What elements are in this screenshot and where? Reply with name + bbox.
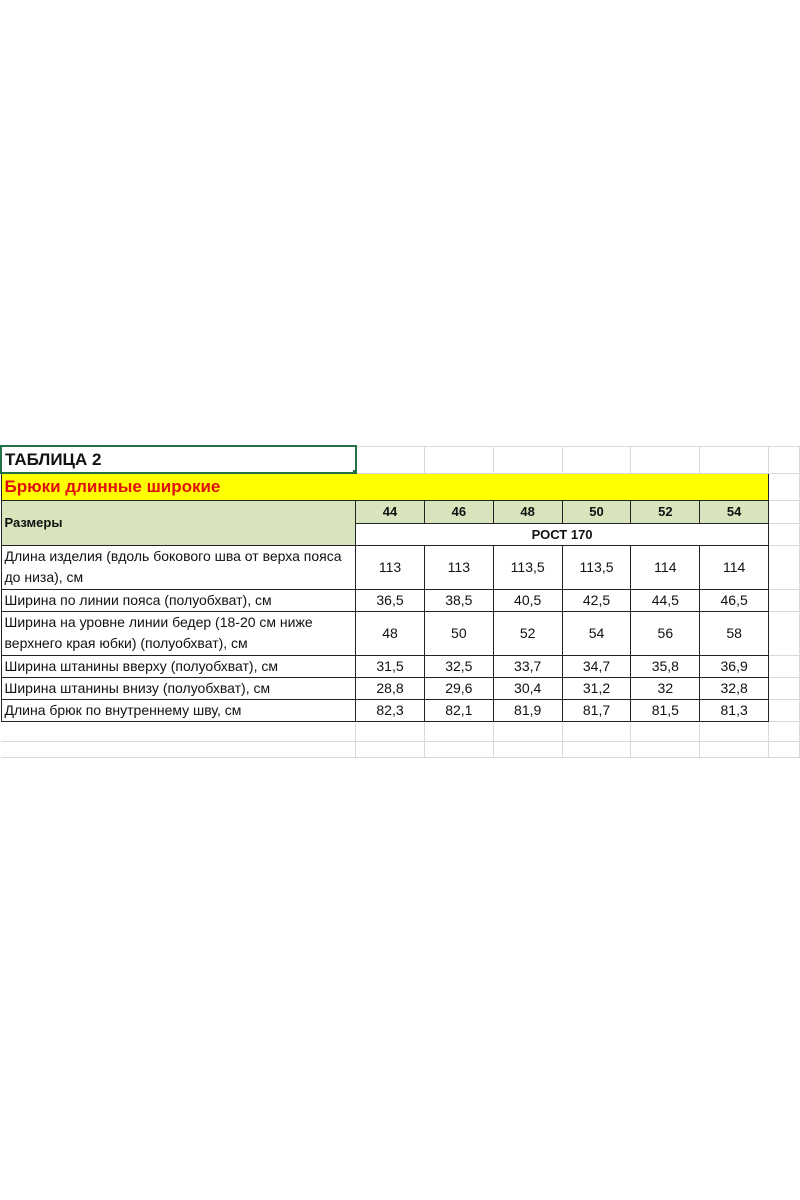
empty-cell[interactable] bbox=[699, 740, 770, 758]
empty-cell[interactable] bbox=[562, 740, 632, 758]
empty-cell[interactable] bbox=[768, 445, 800, 474]
value-cell[interactable]: 82,3 bbox=[355, 698, 425, 722]
value-cell[interactable]: 113 bbox=[355, 544, 425, 590]
empty-cell[interactable] bbox=[768, 544, 800, 590]
value-cell[interactable]: 34,7 bbox=[561, 654, 632, 678]
empty-cell[interactable] bbox=[699, 720, 770, 742]
value-cell[interactable]: 33,7 bbox=[492, 654, 563, 678]
value-cell[interactable]: 81,9 bbox=[492, 698, 563, 722]
value-cell[interactable]: 40,5 bbox=[492, 588, 563, 612]
table-row: Ширина на уровне линии бедер (18-20 см н… bbox=[0, 610, 800, 656]
value-cell[interactable]: 44,5 bbox=[630, 588, 701, 612]
value-cell[interactable]: 35,8 bbox=[630, 654, 701, 678]
table-row: Ширина штанины внизу (полуобхват), см 28,… bbox=[0, 676, 800, 700]
row-label[interactable]: Ширина на уровне линии бедер (18-20 см н… bbox=[0, 610, 357, 656]
empty-cell[interactable] bbox=[768, 698, 800, 722]
empty-cell[interactable] bbox=[492, 445, 563, 474]
value-cell[interactable]: 32,8 bbox=[699, 676, 770, 700]
table-row: Ширина по линии пояса (полуобхват), см 36… bbox=[0, 588, 800, 612]
value-cell[interactable]: 114 bbox=[630, 544, 701, 590]
value-cell[interactable]: 42,5 bbox=[561, 588, 632, 612]
size-header-54[interactable]: 54 bbox=[699, 499, 770, 524]
value-cell[interactable]: 114 bbox=[699, 544, 770, 590]
row-label[interactable]: Ширина по линии пояса (полуобхват), см bbox=[0, 588, 357, 612]
spreadsheet-table: ТАБЛИЦА 2 Брюки длинные широкие Размеры … bbox=[0, 445, 800, 758]
empty-cell[interactable] bbox=[493, 740, 563, 758]
fill-handle[interactable] bbox=[351, 469, 354, 471]
value-cell[interactable]: 36,5 bbox=[355, 588, 425, 612]
empty-cell[interactable] bbox=[355, 445, 425, 474]
value-cell[interactable]: 82,1 bbox=[423, 698, 494, 722]
empty-cell[interactable] bbox=[768, 676, 800, 700]
empty-cell[interactable] bbox=[768, 610, 800, 656]
table-row: Ширина штанины вверху (полуобхват), см 31… bbox=[0, 654, 800, 678]
table-title: ТАБЛИЦА 2 bbox=[5, 450, 102, 469]
sizes-label-cell[interactable]: Размеры bbox=[0, 499, 357, 546]
empty-cell[interactable] bbox=[699, 445, 770, 474]
empty-cell[interactable] bbox=[768, 522, 800, 546]
value-cell[interactable]: 50 bbox=[423, 610, 494, 656]
table-title-cell[interactable]: ТАБЛИЦА 2 bbox=[0, 445, 357, 474]
value-cell[interactable]: 52 bbox=[492, 610, 563, 656]
size-header-52[interactable]: 52 bbox=[630, 499, 701, 524]
value-cell[interactable]: 81,5 bbox=[630, 698, 701, 722]
table-row: Длина брюк по внутреннему шву, см 82,3 82,… bbox=[0, 698, 800, 722]
value-cell[interactable]: 56 bbox=[630, 610, 701, 656]
empty-cell[interactable] bbox=[355, 740, 425, 758]
empty-row bbox=[1, 720, 800, 742]
value-cell[interactable]: 81,3 bbox=[699, 698, 770, 722]
empty-cell[interactable] bbox=[424, 740, 494, 758]
size-header-44[interactable]: 44 bbox=[355, 499, 425, 524]
empty-cell[interactable] bbox=[630, 740, 701, 758]
empty-cell[interactable] bbox=[768, 720, 800, 742]
empty-cell[interactable] bbox=[630, 445, 701, 474]
size-header-46[interactable]: 46 bbox=[423, 499, 494, 524]
empty-cell[interactable] bbox=[630, 720, 701, 742]
value-cell[interactable]: 32 bbox=[630, 676, 701, 700]
empty-cell[interactable] bbox=[355, 720, 425, 742]
empty-cell[interactable] bbox=[1, 740, 357, 758]
value-cell[interactable]: 31,5 bbox=[355, 654, 425, 678]
empty-cell[interactable] bbox=[768, 740, 800, 758]
table-row: Длина изделия (вдоль бокового шва от вер… bbox=[0, 544, 800, 590]
value-cell[interactable]: 31,2 bbox=[561, 676, 632, 700]
size-header-48[interactable]: 48 bbox=[492, 499, 563, 524]
value-cell[interactable]: 81,7 bbox=[561, 698, 632, 722]
value-cell[interactable]: 58 bbox=[699, 610, 770, 656]
row-label[interactable]: Длина брюк по внутреннему шву, см bbox=[0, 698, 357, 722]
empty-cell[interactable] bbox=[424, 720, 494, 742]
value-cell[interactable]: 38,5 bbox=[423, 588, 494, 612]
value-cell[interactable]: 46,5 bbox=[699, 588, 770, 612]
empty-cell[interactable] bbox=[561, 445, 632, 474]
empty-cell[interactable] bbox=[768, 654, 800, 678]
value-cell[interactable]: 113,5 bbox=[492, 544, 563, 590]
size-header-50[interactable]: 50 bbox=[561, 499, 632, 524]
empty-cell[interactable] bbox=[768, 499, 800, 524]
value-cell[interactable]: 54 bbox=[561, 610, 632, 656]
empty-cell[interactable] bbox=[493, 720, 563, 742]
value-cell[interactable]: 48 bbox=[355, 610, 425, 656]
row-label[interactable]: Ширина штанины внизу (полуобхват), см bbox=[0, 676, 357, 700]
value-cell[interactable]: 36,9 bbox=[699, 654, 770, 678]
empty-cell[interactable] bbox=[768, 472, 800, 501]
height-label-cell[interactable]: РОСТ 170 bbox=[355, 522, 770, 546]
value-cell[interactable]: 113,5 bbox=[561, 544, 632, 590]
empty-row bbox=[1, 740, 800, 758]
value-cell[interactable]: 30,4 bbox=[492, 676, 563, 700]
value-cell[interactable]: 113 bbox=[423, 544, 494, 590]
value-cell[interactable]: 28,8 bbox=[355, 676, 425, 700]
empty-cell[interactable] bbox=[423, 445, 494, 474]
empty-cell[interactable] bbox=[562, 720, 632, 742]
row-label[interactable]: Ширина штанины вверху (полуобхват), см bbox=[0, 654, 357, 678]
empty-cell[interactable] bbox=[768, 588, 800, 612]
row-label[interactable]: Длина изделия (вдоль бокового шва от вер… bbox=[0, 544, 357, 590]
empty-cell[interactable] bbox=[1, 720, 357, 742]
value-cell[interactable]: 29,6 bbox=[423, 676, 494, 700]
subtitle-cell[interactable]: Брюки длинные широкие bbox=[0, 472, 770, 501]
value-cell[interactable]: 32,5 bbox=[423, 654, 494, 678]
